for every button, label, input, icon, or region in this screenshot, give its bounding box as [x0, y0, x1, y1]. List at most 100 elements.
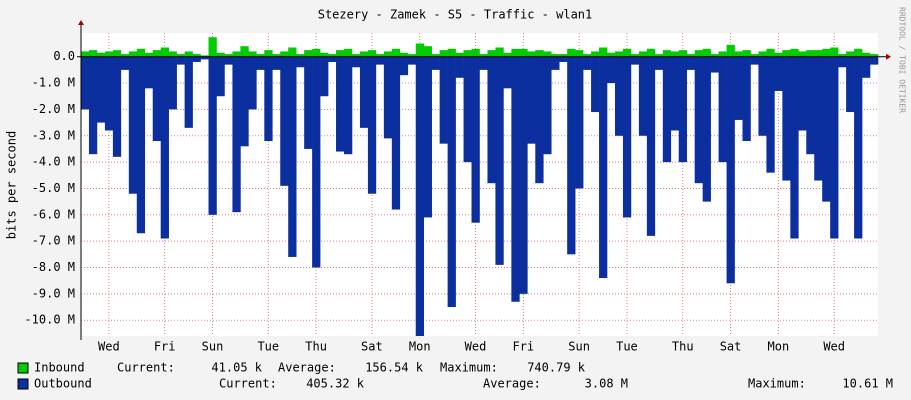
- bar: [567, 48, 576, 57]
- bar: [112, 56, 122, 157]
- bar: [120, 54, 130, 57]
- bar: [782, 50, 791, 57]
- bar: [232, 56, 241, 213]
- bar: [614, 56, 624, 136]
- bar: [200, 56, 209, 60]
- bar: [662, 50, 672, 57]
- bar: [830, 47, 839, 57]
- bar: [862, 56, 871, 78]
- bar: [152, 50, 161, 57]
- bar: [519, 48, 528, 57]
- bar: [248, 56, 257, 110]
- bar: [312, 56, 321, 268]
- bar: [774, 56, 783, 91]
- legend-stat-label: Average:: [483, 377, 541, 391]
- bar: [479, 56, 488, 70]
- bar: [591, 51, 600, 57]
- bar: [607, 52, 616, 57]
- bar: [702, 48, 711, 57]
- bar: [694, 56, 703, 184]
- bar: [168, 56, 177, 110]
- bar: [630, 56, 640, 65]
- bar: [662, 56, 672, 163]
- bar: [551, 54, 560, 57]
- bar: [415, 43, 425, 57]
- legend-swatch: [17, 362, 29, 374]
- bar: [88, 50, 98, 57]
- bar: [734, 56, 743, 120]
- bar: [543, 56, 552, 155]
- bar: [854, 56, 863, 239]
- bar: [638, 56, 648, 136]
- y-tick-label: -10.0 M: [24, 313, 75, 327]
- bar: [240, 46, 249, 57]
- bar: [208, 37, 217, 57]
- bar: [742, 56, 751, 142]
- bar: [383, 51, 393, 57]
- bar: [622, 48, 632, 57]
- bar: [208, 56, 217, 215]
- bar: [559, 56, 568, 62]
- bar: [487, 56, 496, 184]
- bar: [750, 54, 759, 57]
- legend-swatch: [17, 378, 29, 390]
- bar: [870, 56, 879, 65]
- bar: [678, 56, 688, 163]
- bar: [367, 50, 377, 57]
- bar: [798, 51, 807, 57]
- bar: [200, 55, 209, 57]
- bar: [830, 56, 839, 239]
- bar: [136, 48, 146, 57]
- bar: [758, 56, 767, 136]
- bar: [583, 56, 592, 70]
- bar: [120, 56, 130, 70]
- bar: [344, 56, 353, 155]
- bar: [862, 52, 871, 57]
- bar: [527, 56, 536, 144]
- x-tick-label: Wed: [823, 340, 845, 354]
- bar: [607, 56, 616, 84]
- bar: [256, 54, 265, 57]
- bar: [519, 56, 528, 294]
- bar: [423, 56, 432, 218]
- bar: [431, 56, 440, 70]
- y-tick-label: -2.0 M: [32, 102, 75, 116]
- bar: [439, 56, 448, 144]
- bar: [551, 56, 560, 70]
- bar: [176, 54, 185, 57]
- bar: [272, 54, 281, 57]
- watermark: RRDTOOL / TOBI OETIKER: [898, 7, 907, 113]
- bar: [614, 51, 624, 57]
- bar: [344, 48, 353, 57]
- bar: [766, 56, 775, 173]
- bar: [320, 52, 329, 57]
- bar: [646, 56, 656, 236]
- bar: [391, 48, 401, 57]
- bar: [822, 48, 831, 57]
- bar: [567, 56, 576, 255]
- bar: [575, 56, 584, 189]
- bar: [431, 54, 440, 57]
- bar: [599, 56, 608, 279]
- x-tick-label: Sat: [361, 340, 383, 354]
- bar: [296, 56, 305, 68]
- bar: [184, 56, 193, 128]
- bar: [192, 54, 201, 57]
- bar: [710, 54, 719, 57]
- bar: [622, 56, 632, 218]
- bar: [718, 56, 727, 163]
- x-tick-label: Tue: [616, 340, 638, 354]
- bar: [694, 50, 703, 57]
- bar: [288, 47, 297, 57]
- bar: [750, 56, 759, 65]
- bar: [240, 56, 249, 147]
- bar: [359, 51, 369, 57]
- x-tick-label: Wed: [465, 340, 487, 354]
- bar: [503, 56, 512, 89]
- bar: [359, 56, 369, 128]
- bar: [304, 50, 313, 57]
- bar: [766, 48, 775, 57]
- bar: [216, 56, 225, 97]
- bar: [312, 48, 321, 57]
